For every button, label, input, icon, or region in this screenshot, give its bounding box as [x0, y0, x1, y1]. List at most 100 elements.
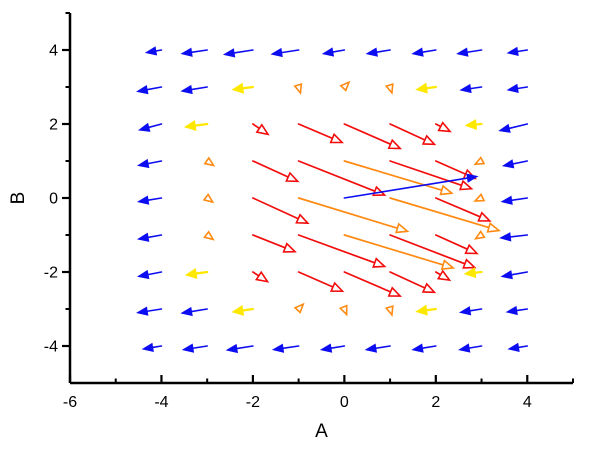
- vector-arrowhead: [295, 213, 310, 225]
- vector-shaft: [508, 123, 529, 130]
- vector-arrowhead: [137, 158, 150, 169]
- vector-arrowhead: [136, 195, 150, 205]
- vector-shaft: [297, 234, 376, 264]
- vector-arrowhead: [293, 302, 305, 314]
- vector-arrowhead: [462, 258, 477, 269]
- vector-shaft: [252, 160, 290, 178]
- vector-shaft: [389, 123, 426, 141]
- vector-arrowhead: [231, 304, 245, 316]
- vector-arrowhead: [136, 306, 149, 316]
- vector-shaft: [343, 271, 392, 293]
- vector-arrowhead: [384, 82, 394, 95]
- vector-arrowhead: [486, 221, 501, 233]
- vector-shaft: [280, 49, 300, 54]
- vector-arrowhead: [477, 211, 492, 222]
- vector-shaft: [297, 160, 376, 193]
- vector-arrowhead: [270, 47, 283, 58]
- vector-arrowhead: [271, 343, 285, 353]
- vector-shaft: [468, 345, 483, 349]
- vector-arrowhead: [437, 121, 452, 133]
- vector-arrowhead: [319, 343, 333, 353]
- vector-arrowhead: [506, 83, 519, 94]
- vector-arrowhead: [282, 242, 297, 253]
- vector-shaft: [517, 345, 529, 349]
- vector-shaft: [252, 197, 300, 220]
- vector-shaft: [233, 49, 254, 54]
- y-axis-title: B: [8, 192, 29, 205]
- vector-arrowhead: [415, 304, 428, 316]
- vector-arrowhead: [181, 343, 195, 353]
- x-tick-label: -6: [63, 394, 77, 411]
- vector-arrowhead: [458, 179, 474, 191]
- vector-shaft: [235, 345, 254, 350]
- vector-shaft: [147, 234, 163, 239]
- vector-arrowhead: [421, 282, 437, 294]
- vector-shaft: [282, 345, 300, 350]
- vector-shaft: [473, 270, 483, 274]
- x-tick-label: 2: [431, 394, 440, 411]
- vector-shaft: [509, 234, 529, 238]
- vector-shaft: [434, 271, 442, 276]
- vector-shaft: [425, 85, 437, 90]
- vector-shaft: [330, 345, 346, 349]
- vector-shaft: [190, 86, 208, 91]
- vector-arrowhead: [464, 118, 478, 130]
- vector-arrowhead: [365, 47, 378, 57]
- vector-arrowhead: [459, 83, 472, 94]
- vector-arrowhead: [225, 343, 239, 354]
- vector-arrowhead: [372, 257, 387, 268]
- vector-shaft: [146, 86, 163, 91]
- vector-arrowhead: [384, 304, 394, 317]
- vector-arrowhead: [387, 138, 403, 150]
- vector-shaft: [466, 49, 483, 54]
- vector-shaft: [375, 49, 391, 53]
- vector-arrowhead: [463, 267, 477, 279]
- vector-shaft: [434, 234, 469, 251]
- vector-arrowhead: [498, 123, 511, 133]
- vector-shaft: [515, 308, 529, 312]
- vector-arrowhead: [411, 47, 424, 57]
- vector-arrowhead: [255, 123, 270, 136]
- vector-arrowhead: [500, 270, 513, 280]
- x-tick-label: 0: [340, 394, 349, 411]
- x-tick-label: -2: [246, 394, 260, 411]
- vector-arrowhead: [499, 232, 512, 242]
- vector-arrowhead: [184, 268, 198, 279]
- vector-arrowhead: [439, 184, 454, 196]
- vector-arrowhead: [180, 47, 193, 57]
- vector-arrowhead: [329, 281, 345, 293]
- vector-arrowhead: [338, 304, 348, 317]
- vector-arrowhead: [473, 156, 486, 166]
- vector-arrowhead: [464, 243, 479, 255]
- vector-arrowhead: [440, 259, 456, 271]
- vector-arrowhead: [222, 48, 236, 58]
- vector-arrowhead: [456, 47, 469, 57]
- vector-shaft: [191, 345, 208, 350]
- vector-shaft: [374, 345, 391, 350]
- vector-shaft: [297, 123, 334, 140]
- vector-arrowhead: [285, 171, 300, 183]
- vector-shaft: [147, 160, 163, 165]
- vector-shaft: [469, 86, 483, 90]
- vector-arrowhead: [466, 173, 479, 183]
- vector-shaft: [510, 271, 529, 276]
- vector-arrowhead: [387, 286, 403, 297]
- vector-arrowhead: [395, 222, 410, 234]
- vector-arrowhead: [180, 84, 193, 95]
- vector-arrowhead: [180, 306, 193, 317]
- vector-arrowhead: [411, 343, 424, 353]
- vector-arrowhead: [473, 192, 486, 202]
- vector-arrowhead: [203, 156, 216, 167]
- vector-arrowhead: [506, 46, 519, 57]
- x-axis-title: A: [315, 421, 328, 442]
- vector-arrowhead: [141, 342, 154, 352]
- vector-shaft: [331, 49, 346, 53]
- x-tick-label: -4: [154, 394, 168, 411]
- vector-shaft: [389, 271, 426, 289]
- vector-arrowhead: [473, 230, 486, 240]
- vector-arrowhead: [136, 84, 149, 95]
- y-tick-label: -4: [44, 339, 58, 356]
- vector-shaft: [190, 308, 208, 313]
